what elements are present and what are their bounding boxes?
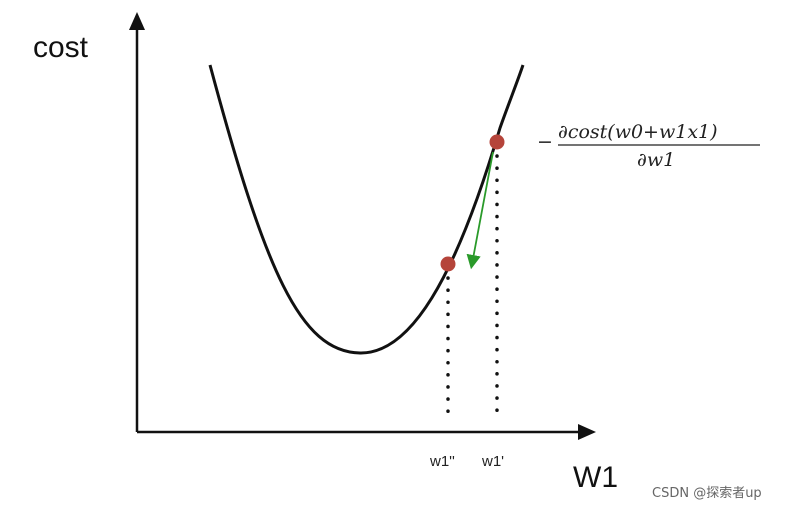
gradient-formula: − ∂cost(w0+w1x1) ∂w1	[537, 121, 760, 171]
label-w1-double-prime: w1''	[429, 453, 455, 470]
watermark: CSDN @探索者up	[652, 486, 762, 501]
x-axis-title: W1	[573, 461, 618, 494]
cost-curve	[208, 64, 525, 355]
formula-denominator: ∂w1	[637, 149, 675, 171]
label-w1-prime: w1'	[481, 453, 504, 470]
y-axis-arrowhead	[129, 12, 145, 30]
point-w1-double-prime	[440, 256, 456, 272]
y-axis-title: cost	[33, 31, 89, 64]
formula-numerator: ∂cost(w0+w1x1)	[558, 121, 718, 143]
point-w1-prime	[489, 134, 505, 150]
gradient-step-arrow	[466, 151, 494, 270]
x-axis-arrowhead	[578, 424, 596, 440]
formula-minus-sign: −	[537, 131, 553, 153]
